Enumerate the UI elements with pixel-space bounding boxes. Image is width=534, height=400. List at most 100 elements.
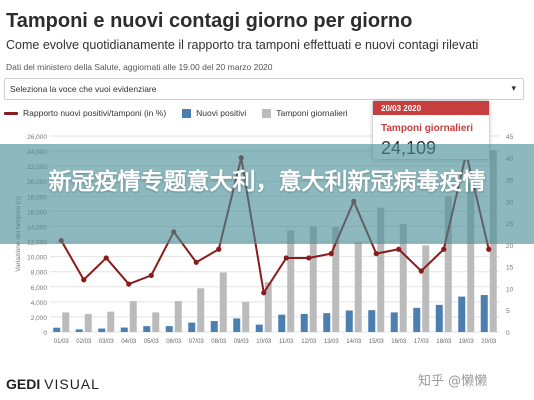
series-highlight-select[interactable]: Seleziona la voce che vuoi evidenziare ▾ bbox=[4, 78, 524, 100]
bar-positives-09/03 bbox=[233, 318, 241, 332]
legend-swatch-ratio bbox=[4, 111, 18, 115]
point-ratio-11/03 bbox=[283, 255, 289, 261]
banner-text: 新冠疫情专题意大利，意大利新冠病毒疫情 bbox=[48, 169, 486, 195]
bar-tests-08/03 bbox=[219, 272, 227, 332]
y-tick-label: 2,000 bbox=[31, 315, 48, 322]
point-ratio-16/03 bbox=[396, 246, 402, 252]
bar-positives-10/03 bbox=[255, 324, 263, 332]
bar-tests-10/03 bbox=[264, 282, 272, 332]
bar-positives-17/03 bbox=[413, 307, 421, 332]
tooltip-date: 20/03 2020 bbox=[373, 101, 489, 115]
brand-bold: GEDI bbox=[6, 376, 41, 392]
point-ratio-12/03 bbox=[306, 255, 312, 261]
bar-positives-06/03 bbox=[165, 326, 173, 332]
legend-item-ratio[interactable]: Rapporto nuovi positivi/tamponi (in %) bbox=[4, 108, 166, 118]
x-tick-label: 16/03 bbox=[391, 339, 407, 345]
bar-positives-18/03 bbox=[435, 304, 443, 332]
y-tick-label: 6,000 bbox=[31, 285, 48, 292]
bar-positives-19/03 bbox=[458, 296, 466, 332]
legend-item-daily-tests[interactable]: Tamponi giornalieri bbox=[262, 108, 348, 118]
data-source-note: Dati del ministero della Salute, aggiorn… bbox=[6, 62, 273, 72]
bar-positives-20/03 bbox=[480, 295, 488, 332]
y2-tick-label: 10 bbox=[506, 286, 514, 293]
y-tick-label: 10,000 bbox=[27, 255, 47, 262]
y2-tick-label: 0 bbox=[506, 330, 510, 337]
bar-positives-04/03 bbox=[120, 327, 128, 332]
x-tick-label: 03/03 bbox=[99, 339, 115, 345]
point-ratio-17/03 bbox=[418, 268, 424, 274]
bar-positives-14/03 bbox=[345, 310, 353, 332]
tooltip-series-name: Tamponi giornalieri bbox=[381, 123, 474, 134]
bar-tests-14/03 bbox=[354, 242, 362, 332]
bar-positives-03/03 bbox=[98, 328, 106, 332]
x-tick-label: 06/03 bbox=[166, 339, 182, 345]
bar-positives-12/03 bbox=[300, 313, 308, 332]
bar-tests-12/03 bbox=[309, 226, 317, 332]
y2-tick-label: 20 bbox=[506, 243, 514, 250]
bar-positives-11/03 bbox=[278, 314, 286, 332]
point-ratio-05/03 bbox=[148, 272, 154, 278]
brand-logo: GEDI VISUAL bbox=[6, 376, 100, 392]
point-ratio-02/03 bbox=[81, 277, 87, 283]
x-tick-label: 14/03 bbox=[346, 339, 362, 345]
x-tick-label: 20/03 bbox=[481, 339, 497, 345]
bar-tests-05/03 bbox=[152, 312, 160, 332]
bar-positives-08/03 bbox=[210, 321, 218, 332]
bar-tests-04/03 bbox=[129, 301, 137, 332]
point-ratio-15/03 bbox=[373, 251, 379, 257]
x-tick-label: 15/03 bbox=[369, 339, 385, 345]
bar-tests-17/03 bbox=[422, 245, 430, 332]
x-tick-label: 11/03 bbox=[279, 339, 294, 345]
bar-tests-07/03 bbox=[197, 288, 205, 332]
chart-legend: Rapporto nuovi positivi/tamponi (in %) N… bbox=[4, 108, 364, 118]
point-ratio-08/03 bbox=[216, 246, 222, 252]
select-value: Seleziona la voce che vuoi evidenziare bbox=[10, 84, 157, 94]
x-tick-label: 05/03 bbox=[144, 339, 160, 345]
bar-positives-05/03 bbox=[143, 326, 151, 332]
y-tick-label: 8,000 bbox=[31, 270, 48, 277]
point-ratio-20/03 bbox=[486, 246, 492, 252]
legend-item-new-positives[interactable]: Nuovi positivi bbox=[182, 108, 246, 118]
x-tick-label: 12/03 bbox=[301, 339, 317, 345]
x-tick-label: 02/03 bbox=[76, 339, 92, 345]
point-ratio-13/03 bbox=[328, 251, 334, 257]
point-ratio-18/03 bbox=[441, 246, 447, 252]
y2-tick-label: 45 bbox=[506, 134, 514, 141]
line-ratio bbox=[60, 153, 490, 296]
page-title: Tamponi e nuovi contagi giorno per giorn… bbox=[6, 10, 413, 32]
bar-tests-01/03 bbox=[62, 312, 70, 332]
legend-swatch-new-positives bbox=[182, 108, 192, 118]
y-tick-label: 4,000 bbox=[31, 300, 48, 307]
x-tick-label: 10/03 bbox=[256, 339, 272, 345]
watermark: 知乎 @懒懒 bbox=[418, 374, 488, 389]
y-tick-label: 0 bbox=[43, 330, 47, 337]
x-tick-label: 08/03 bbox=[211, 339, 227, 345]
bar-tests-11/03 bbox=[287, 230, 295, 332]
page-subtitle: Come evolve quotidianamente il rapporto … bbox=[6, 38, 479, 52]
bar-positives-15/03 bbox=[368, 310, 376, 332]
bar-tests-03/03 bbox=[107, 311, 115, 332]
x-tick-label: 17/03 bbox=[414, 339, 430, 345]
x-tick-label: 13/03 bbox=[324, 339, 340, 345]
legend-swatch-daily-tests bbox=[262, 108, 272, 118]
x-tick-label: 01/03 bbox=[54, 339, 70, 345]
bar-tests-09/03 bbox=[242, 301, 250, 332]
x-tick-label: 19/03 bbox=[459, 339, 475, 345]
bar-tests-13/03 bbox=[332, 227, 340, 332]
y2-tick-label: 5 bbox=[506, 308, 510, 315]
point-ratio-07/03 bbox=[193, 259, 199, 265]
point-ratio-10/03 bbox=[261, 290, 267, 296]
x-tick-label: 09/03 bbox=[234, 339, 250, 345]
bar-positives-02/03 bbox=[75, 329, 83, 332]
x-tick-label: 07/03 bbox=[189, 339, 205, 345]
legend-label-daily-tests: Tamponi giornalieri bbox=[276, 108, 348, 118]
bar-positives-16/03 bbox=[390, 312, 398, 332]
bar-positives-13/03 bbox=[323, 313, 331, 332]
bar-tests-06/03 bbox=[174, 301, 182, 332]
point-ratio-04/03 bbox=[126, 281, 132, 287]
point-ratio-03/03 bbox=[103, 255, 109, 261]
y2-tick-label: 15 bbox=[506, 265, 514, 272]
chevron-down-icon: ▾ bbox=[511, 83, 516, 93]
x-tick-label: 18/03 bbox=[436, 339, 452, 345]
overlay-banner: 新冠疫情专题意大利，意大利新冠病毒疫情 bbox=[0, 144, 534, 244]
